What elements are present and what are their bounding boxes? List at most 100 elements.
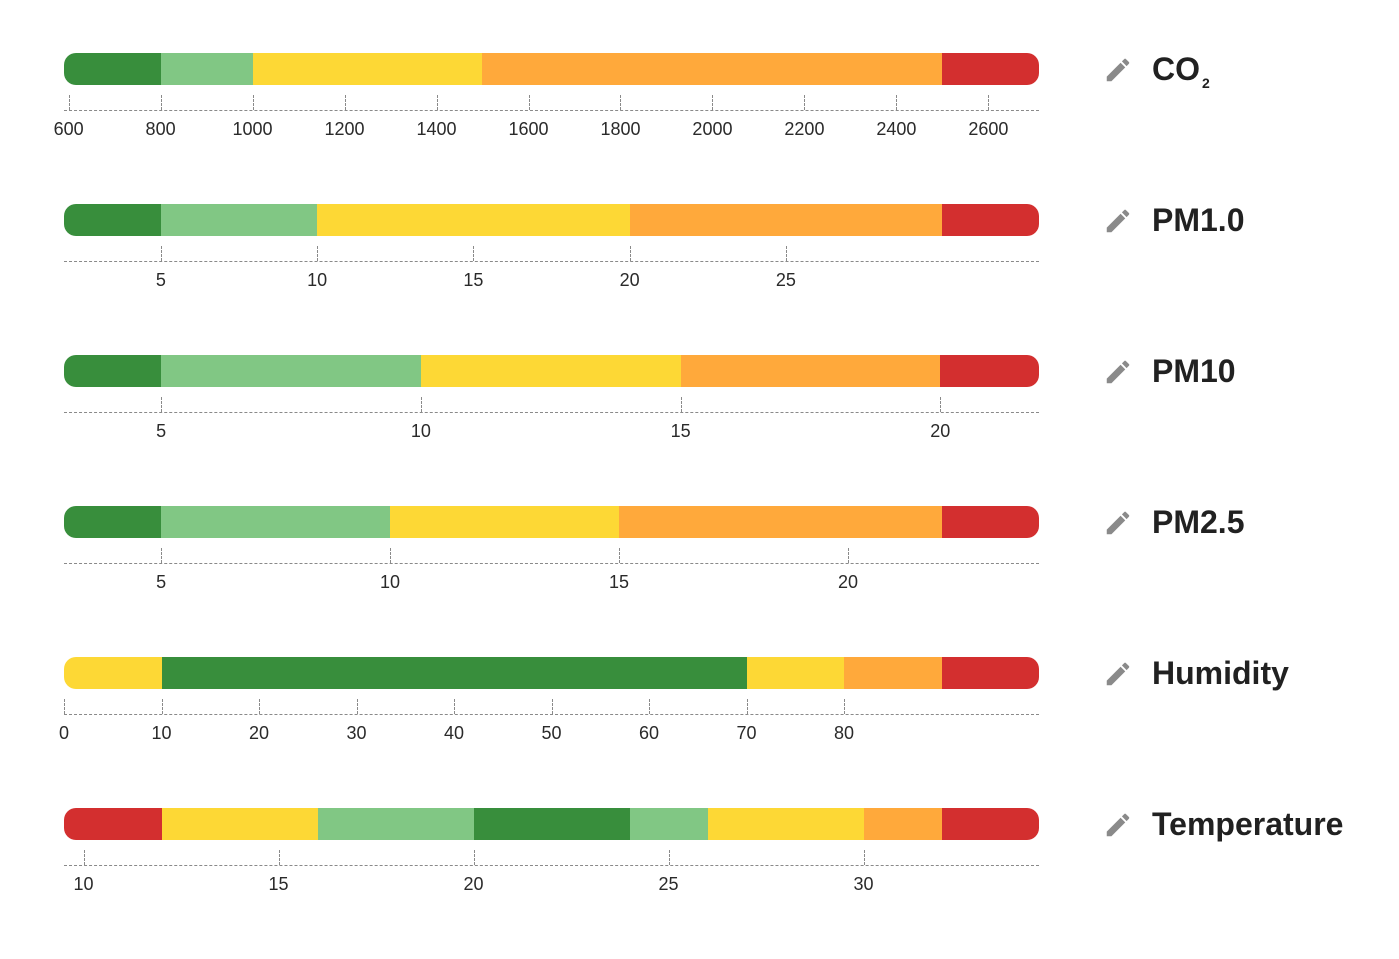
axis-baseline — [64, 110, 1039, 111]
axis-tick — [528, 95, 530, 110]
threshold-bar — [64, 808, 1039, 840]
bar-segment-yellow — [64, 657, 162, 689]
tick-label: 1200 — [324, 119, 365, 139]
axis-tick — [473, 246, 475, 261]
tick-label: 5 — [156, 572, 167, 592]
tick-label: 25 — [658, 874, 679, 894]
threshold-bar — [64, 506, 1039, 538]
tick-label: 20 — [930, 421, 951, 441]
edit-temperature-button[interactable] — [1103, 810, 1133, 840]
bar-segment-light-green — [629, 808, 708, 840]
pencil-icon — [1106, 813, 1130, 837]
tick-label: 1800 — [600, 119, 641, 139]
tick-label: 10 — [307, 270, 328, 290]
axis-tick — [785, 246, 787, 261]
threshold-bar — [64, 53, 1039, 85]
scale-axis: 600 800 1000 1200 1400 1600 1800 2000 2200 2400 26… — [54, 93, 1039, 153]
axis-tick — [940, 397, 942, 412]
tick-label: 2400 — [876, 119, 917, 139]
axis-tick — [356, 699, 358, 714]
tick-label: 40 — [443, 723, 465, 743]
axis-tick — [436, 95, 438, 110]
edit-pm10-button[interactable] — [1103, 357, 1133, 387]
edit-humidity-button[interactable] — [1103, 659, 1133, 689]
axis-tick — [160, 95, 162, 110]
scale-title-text: PM2.5 — [1152, 504, 1245, 540]
tick-label: 20 — [619, 270, 640, 290]
axis-tick — [746, 699, 748, 714]
scale-axis: 5 10 15 20 — [64, 395, 1039, 455]
pencil-icon — [1106, 662, 1130, 686]
bar-segment-yellow — [746, 657, 844, 689]
bar-segment-red — [940, 355, 1039, 387]
axis-tick — [317, 246, 319, 261]
bar-segment-orange — [680, 355, 941, 387]
pencil-icon — [1106, 58, 1130, 82]
threshold-bar — [64, 355, 1039, 387]
axis-tick — [988, 95, 990, 110]
axis-tick — [344, 95, 346, 110]
scale-title: CO 2 — [1152, 51, 1210, 101]
pencil-icon — [1106, 511, 1130, 535]
axis-tick — [278, 850, 280, 865]
tick-label: 1600 — [508, 119, 549, 139]
threshold-bar — [64, 657, 1039, 689]
tick-label: 15 — [268, 874, 289, 894]
bar-segment-red — [941, 506, 1039, 538]
tick-label: 10 — [410, 421, 431, 441]
axis-tick — [620, 95, 622, 110]
scale-row-co2: 600 800 1000 1200 1400 1600 1800 2000 2200 2400 26… — [0, 51, 1399, 204]
edit-co2-button[interactable] — [1103, 55, 1133, 85]
bar-segment-orange — [619, 506, 942, 538]
tick-label: 2000 — [692, 119, 733, 139]
axis-tick — [844, 699, 845, 714]
axis-tick — [160, 246, 162, 261]
edit-pm25-button[interactable] — [1103, 508, 1133, 538]
scale-title: PM2.5 — [1152, 504, 1244, 540]
tick-label: 50 — [541, 723, 562, 743]
scale-axis: 0 10 20 30 40 50 60 70 80 — [59, 697, 1039, 757]
bar-segment-dark-green — [64, 53, 161, 85]
axis-baseline — [64, 865, 1039, 866]
axis-tick — [896, 95, 898, 110]
axis-baseline — [64, 714, 1039, 715]
axis-tick — [712, 95, 714, 110]
scale-title: Temperature — [1152, 806, 1343, 842]
axis-tick — [863, 850, 865, 865]
scale-title-text: Humidity — [1152, 655, 1289, 691]
bar-segment-orange — [863, 808, 942, 840]
axis-tick — [390, 548, 392, 563]
tick-label: 10 — [380, 572, 401, 592]
scale-row-pm25: 5 10 15 20 PM2.5 — [0, 504, 1399, 657]
tick-label: 5 — [155, 270, 166, 290]
scale-axis: 5 10 15 20 — [64, 546, 1039, 606]
axis-baseline — [64, 563, 1039, 564]
tick-label: 800 — [145, 119, 176, 139]
tick-label: 15 — [670, 421, 691, 441]
tick-label: 15 — [609, 572, 630, 592]
tick-label: 20 — [248, 723, 270, 743]
axis-tick — [629, 246, 631, 261]
bar-segment-dark-green — [161, 657, 747, 689]
tick-label: 70 — [736, 723, 757, 743]
scale-row-pm10: 5 10 15 20 PM10 — [0, 353, 1399, 506]
bar-segment-orange — [844, 657, 942, 689]
bar-segment-yellow — [252, 53, 483, 85]
bar-segment-dark-green — [64, 355, 162, 387]
scale-axis: 10 15 20 25 30 — [64, 848, 1039, 908]
tick-label: 1400 — [416, 119, 457, 139]
axis-tick — [649, 699, 650, 714]
tick-label: 15 — [463, 270, 484, 290]
threshold-bar — [64, 204, 1039, 236]
edit-pm1-button[interactable] — [1103, 206, 1133, 236]
bar-segment-yellow — [707, 808, 864, 840]
tick-label: 30 — [853, 874, 874, 894]
scale-row-temperature: 10 15 20 25 30 Temperature — [0, 806, 1399, 959]
axis-tick — [551, 699, 553, 714]
tick-label: 20 — [463, 874, 484, 894]
bar-segment-yellow — [390, 506, 620, 538]
bar-segment-light-green — [160, 53, 253, 85]
bar-segment-light-green — [160, 204, 318, 236]
bar-segment-dark-green — [473, 808, 630, 840]
bar-segment-light-green — [161, 355, 421, 387]
